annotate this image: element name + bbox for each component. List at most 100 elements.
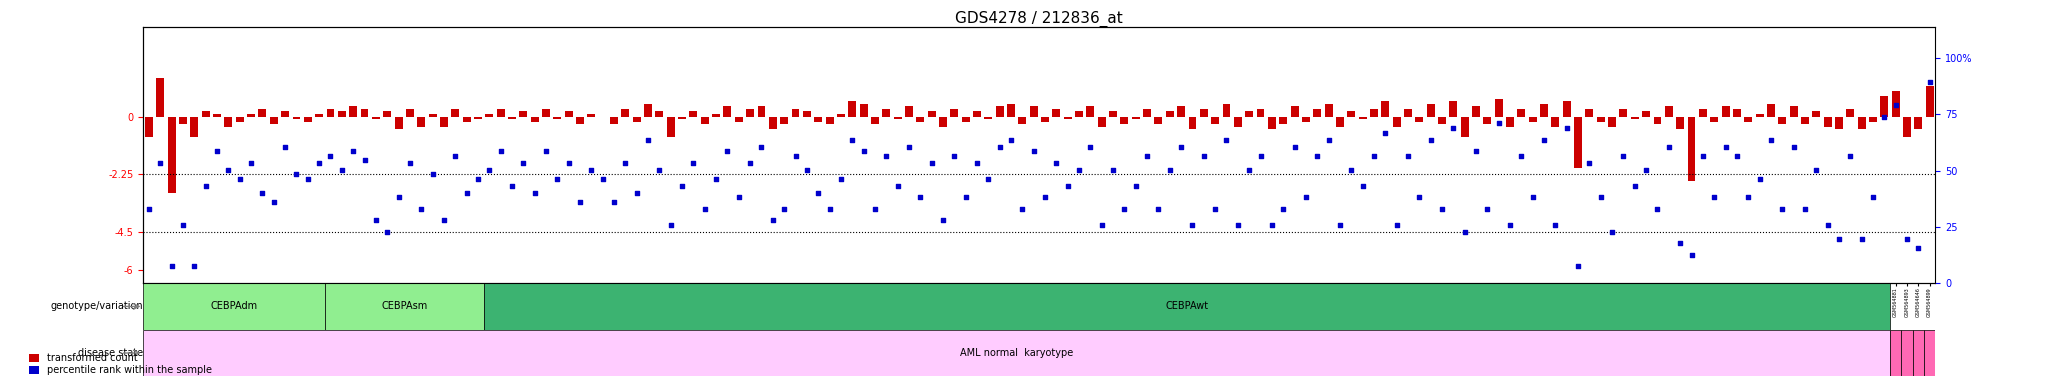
Bar	[1923, 330, 1935, 376]
Point	[1290, 194, 1323, 200]
Point	[1675, 252, 1708, 258]
Bar	[950, 109, 958, 117]
Point	[1890, 236, 1923, 242]
Bar	[1790, 106, 1798, 117]
Bar	[645, 104, 651, 117]
Bar	[225, 117, 231, 127]
Bar	[700, 117, 709, 124]
Point	[1198, 206, 1231, 212]
Bar	[678, 117, 686, 119]
Point	[348, 157, 381, 164]
Bar	[143, 283, 326, 330]
Title: GDS4278 / 212836_at: GDS4278 / 212836_at	[956, 11, 1122, 27]
Point	[1618, 183, 1651, 189]
Bar	[451, 109, 459, 117]
Bar	[203, 111, 209, 117]
Point	[541, 176, 573, 182]
Point	[1153, 167, 1186, 173]
Bar	[780, 117, 788, 124]
Bar	[1563, 101, 1571, 117]
Point	[1255, 222, 1288, 228]
Bar	[1642, 111, 1651, 117]
Bar	[1653, 117, 1661, 124]
Point	[768, 206, 801, 212]
Point	[1243, 153, 1276, 159]
Bar	[1325, 104, 1333, 117]
Bar	[621, 109, 629, 117]
Point	[553, 160, 586, 166]
Bar	[530, 117, 539, 122]
Point	[1040, 160, 1073, 166]
Bar	[1925, 86, 1933, 117]
Point	[1051, 183, 1083, 189]
Bar	[1085, 106, 1094, 117]
Point	[1221, 222, 1253, 228]
Point	[1335, 167, 1368, 173]
Point	[1493, 222, 1526, 228]
Bar	[1200, 109, 1208, 117]
Point	[1391, 153, 1423, 159]
Point	[1346, 183, 1378, 189]
Point	[1483, 121, 1516, 127]
Bar	[1257, 109, 1264, 117]
Bar	[1767, 104, 1776, 117]
Bar	[406, 109, 414, 117]
Bar	[745, 109, 754, 117]
Bar	[1710, 117, 1718, 122]
Point	[1573, 160, 1606, 166]
Point	[188, 183, 221, 189]
Point	[1438, 125, 1470, 131]
Bar	[1098, 117, 1106, 127]
Bar	[463, 117, 471, 122]
Point	[778, 153, 811, 159]
Bar	[985, 117, 993, 119]
Text: genotype/variation: genotype/variation	[51, 301, 143, 311]
Point	[563, 199, 596, 205]
Bar	[1075, 111, 1083, 117]
Bar	[338, 111, 346, 117]
Bar	[758, 106, 766, 117]
Bar	[360, 109, 369, 117]
Bar	[270, 117, 279, 124]
Bar	[1393, 117, 1401, 127]
Point	[1233, 167, 1266, 173]
Bar	[1518, 109, 1526, 117]
Bar	[553, 117, 561, 119]
Point	[258, 199, 291, 205]
Bar	[1438, 117, 1446, 124]
Bar	[440, 117, 449, 127]
Legend: transformed count, percentile rank within the sample: transformed count, percentile rank withi…	[25, 349, 215, 379]
Point	[1550, 125, 1583, 131]
Point	[1403, 194, 1436, 200]
Point	[530, 148, 563, 154]
Bar	[1370, 109, 1378, 117]
Bar	[1675, 117, 1683, 129]
Bar	[815, 117, 821, 122]
Bar	[1903, 117, 1911, 137]
Point	[1516, 194, 1548, 200]
Point	[508, 160, 541, 166]
Point	[950, 194, 983, 200]
Bar	[1835, 117, 1843, 129]
Bar	[655, 111, 664, 117]
Point	[1415, 137, 1448, 143]
Bar	[1585, 109, 1593, 117]
Bar	[508, 117, 516, 119]
Bar	[281, 111, 289, 117]
Bar	[1915, 117, 1923, 129]
Bar	[1348, 111, 1356, 117]
Bar	[1120, 117, 1128, 124]
Point	[1278, 144, 1311, 150]
Point	[166, 222, 199, 228]
Point	[870, 153, 903, 159]
Bar	[893, 117, 901, 119]
Bar	[485, 114, 494, 117]
Bar	[1688, 117, 1696, 180]
Bar	[915, 117, 924, 122]
Bar	[610, 117, 618, 124]
Bar	[326, 109, 334, 117]
Bar	[1665, 106, 1673, 117]
Bar	[498, 109, 504, 117]
Point	[1096, 167, 1128, 173]
Bar	[1040, 117, 1049, 122]
